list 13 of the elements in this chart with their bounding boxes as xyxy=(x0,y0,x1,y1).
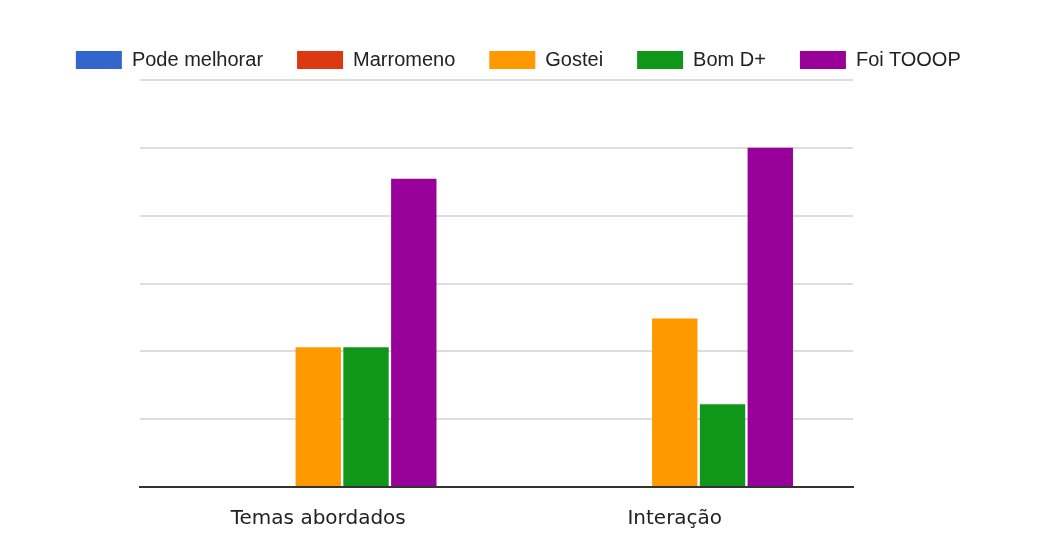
bar xyxy=(747,147,793,486)
legend-label: Pode melhorar xyxy=(131,47,264,70)
x-tick-label: Temas abordados xyxy=(229,505,406,530)
bar xyxy=(652,318,698,486)
bar xyxy=(391,178,437,486)
bar xyxy=(295,347,341,486)
legend-label: Marromeno xyxy=(353,47,456,70)
legend-label: Bom D+ xyxy=(693,47,766,70)
bar xyxy=(343,347,389,486)
bar xyxy=(699,404,746,486)
x-tick-label: Interação xyxy=(627,505,723,530)
legend-label: Foi TOOOP xyxy=(855,47,961,70)
legend-label: Gostei xyxy=(545,47,604,70)
